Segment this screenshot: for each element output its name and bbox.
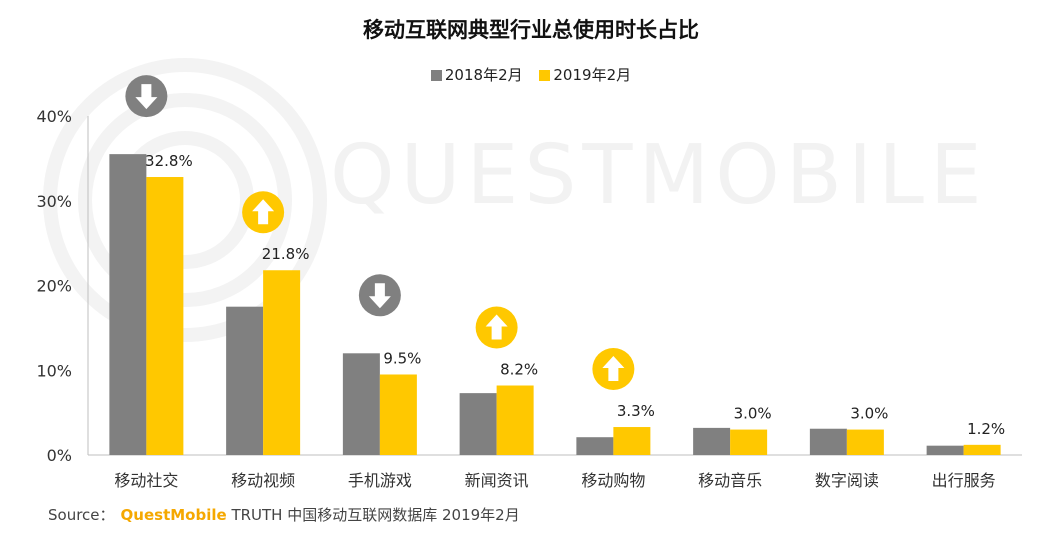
bar-2019 <box>263 270 301 455</box>
y-tick-label: 0% <box>47 446 72 465</box>
data-label: 8.2% <box>500 361 538 379</box>
data-label: 21.8% <box>262 245 310 263</box>
bar-2019 <box>613 427 651 455</box>
x-tick-label: 手机游戏 <box>348 471 412 490</box>
legend-swatch-2019 <box>539 70 551 81</box>
x-tick-label: 移动购物 <box>581 471 645 490</box>
down-arrow-icon <box>368 283 391 309</box>
bar-2018 <box>459 393 497 455</box>
bar-2018 <box>226 306 264 455</box>
bar-2019 <box>846 429 884 455</box>
data-label: 3.3% <box>617 402 655 420</box>
data-label: 32.8% <box>145 152 193 170</box>
up-arrow-icon <box>252 199 275 225</box>
x-tick-label: 移动音乐 <box>698 471 762 490</box>
x-tick-label: 移动社交 <box>114 471 178 490</box>
bar-2019 <box>963 444 1001 455</box>
source-prefix: Source： <box>48 506 115 524</box>
x-tick-label: 数字阅读 <box>815 471 879 490</box>
x-tick-label: 出行服务 <box>932 471 996 490</box>
source-rest: TRUTH 中国移动互联网数据库 2019年2月 <box>231 506 520 524</box>
legend-item-2019: 2019年2月 <box>539 64 631 85</box>
y-tick-label: 20% <box>36 277 72 296</box>
data-label: 1.2% <box>967 420 1005 438</box>
legend-item-2018: 2018年2月 <box>430 64 523 85</box>
x-tick-label: 新闻资讯 <box>465 471 529 490</box>
bar-2018 <box>693 427 731 455</box>
bar-2019 <box>146 177 184 455</box>
bar-2019 <box>379 374 417 455</box>
legend-label-2018: 2018年2月 <box>444 66 523 84</box>
plot-area: 0% 10% 20% 30% 40% 32.8% 移动社交 21.8% 移动视频 9.5% 手机游戏… <box>36 75 1022 490</box>
up-arrow-icon <box>485 314 508 340</box>
source-brand: QuestMobile <box>120 506 227 524</box>
bar-2019 <box>730 429 768 455</box>
data-label: 3.0% <box>734 405 772 423</box>
down-arrow-icon <box>135 84 158 110</box>
bar-2018 <box>342 353 380 455</box>
data-label: 9.5% <box>383 349 421 367</box>
legend: 2018年2月 2019年2月 <box>0 64 1062 85</box>
bar-2018 <box>109 154 147 455</box>
bar-2018 <box>809 428 847 455</box>
data-label: 3.0% <box>850 405 888 423</box>
y-tick-label: 40% <box>36 107 72 126</box>
y-tick-label: 10% <box>36 361 72 380</box>
bar-2019 <box>496 385 534 455</box>
legend-swatch-2018 <box>430 70 442 81</box>
y-tick-label: 30% <box>36 192 72 211</box>
bar-2018 <box>576 437 614 455</box>
chart-title: 移动互联网典型行业总使用时长占比 <box>363 18 699 42</box>
legend-label-2019: 2019年2月 <box>553 66 632 84</box>
x-tick-label: 移动视频 <box>231 471 295 490</box>
source-note: Source： QuestMobile TRUTH 中国移动互联网数据库 2019… <box>48 504 520 525</box>
up-arrow-icon <box>602 356 625 382</box>
bar-2018 <box>926 445 964 455</box>
watermark: QUESTMOBILE <box>330 128 988 223</box>
